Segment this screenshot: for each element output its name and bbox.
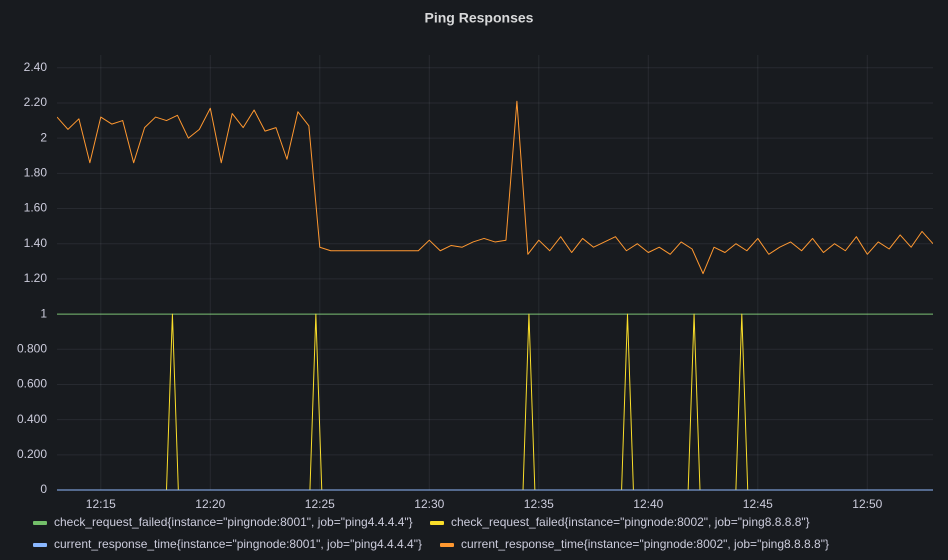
legend-swatch [430,521,444,525]
y-tick-label: 0.200 [17,447,47,461]
y-tick-label: 2.20 [24,95,48,109]
legend-label: current_response_time{instance="pingnode… [461,537,829,551]
x-tick-label: 12:40 [633,497,663,511]
legend-swatch [440,543,454,547]
x-tick-label: 12:20 [195,497,225,511]
series-line [57,100,933,275]
y-tick-label: 0 [40,482,47,496]
legend-label: check_request_failed{instance="pingnode:… [54,515,413,529]
y-tick-label: 0.600 [17,377,47,391]
y-tick-label: 2.40 [24,60,48,74]
legend-label: current_response_time{instance="pingnode… [54,537,422,551]
x-tick-label: 12:45 [743,497,773,511]
y-tick-label: 0.400 [17,412,47,426]
plot-area [57,100,933,491]
y-tick-label: 2 [40,130,47,144]
y-tick-label: 1.40 [24,236,48,250]
y-tick-label: 1 [40,306,47,320]
x-tick-label: 12:30 [414,497,444,511]
y-tick-label: 1.80 [24,166,48,180]
chart-title: Ping Responses [425,10,534,26]
legend-label: check_request_failed{instance="pingnode:… [451,515,810,529]
y-tick-label: 1.60 [24,201,48,215]
x-tick-label: 12:35 [524,497,554,511]
legend-swatch [33,543,47,547]
x-tick-label: 12:25 [305,497,335,511]
x-tick-label: 12:15 [86,497,116,511]
x-tick-label: 12:50 [852,497,882,511]
y-tick-label: 1.20 [24,271,48,285]
legend-swatch [33,521,47,525]
y-tick-label: 0.800 [17,341,47,355]
